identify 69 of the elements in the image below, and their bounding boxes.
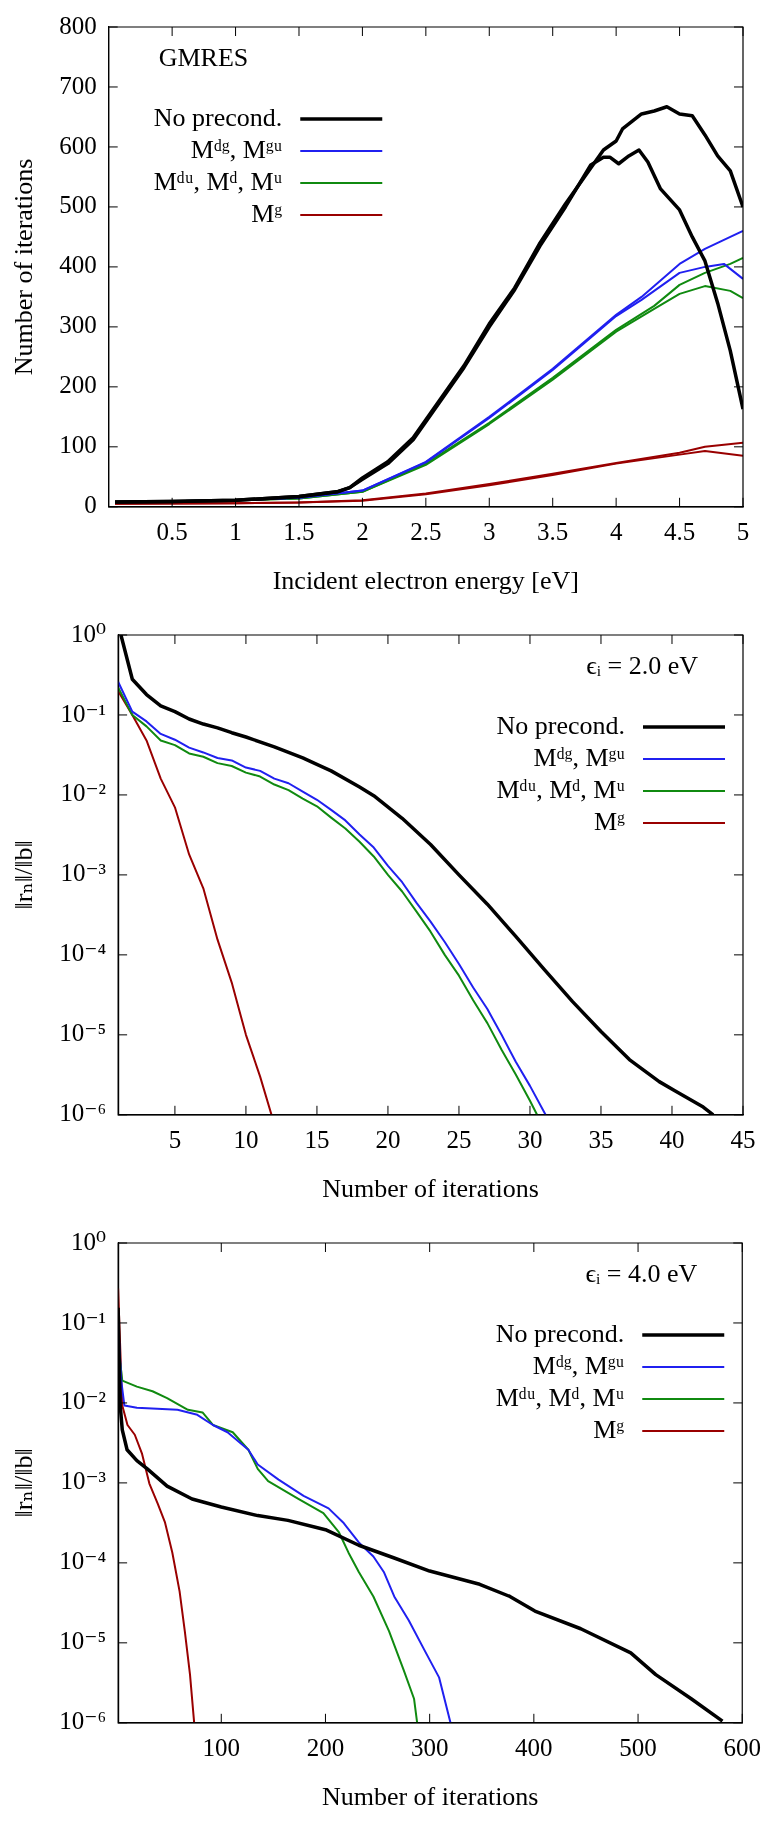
- y-tick-label: 500: [59, 191, 97, 219]
- annotation: ϵᵢ = 2.0 eV: [586, 650, 699, 680]
- y-tick-label: 0: [84, 491, 97, 519]
- legend-label: Mᵈᵍ, Mᵍᵘ: [190, 134, 283, 164]
- x-tick-label: 20: [375, 1126, 401, 1154]
- y-tick-label: 10⁻²: [60, 1387, 107, 1415]
- x-tick-label: 1.5: [283, 518, 315, 546]
- y-tick-label: 10⁻¹: [60, 1307, 107, 1335]
- x-axis-title: Number of iterations: [322, 1174, 539, 1204]
- legend-label: Mᵍ: [251, 198, 283, 228]
- x-tick-label: 10: [233, 1126, 259, 1154]
- legend-label: Mᵍ: [593, 1414, 625, 1444]
- legend-label: Mᵈᵍ, Mᵍᵘ: [532, 1350, 625, 1380]
- y-axis-title: ‖rₙ‖/‖b‖: [9, 1448, 39, 1518]
- legend-label: No precond.: [496, 710, 625, 740]
- legend-label: No precond.: [495, 1318, 625, 1348]
- x-tick-label: 40: [659, 1126, 685, 1154]
- y-tick-label: 10⁰: [71, 619, 107, 647]
- y-tick-label: 600: [59, 131, 97, 159]
- y-tick-label: 100: [59, 431, 97, 459]
- legend-label: Mᵈᵘ, Mᵈ, Mᵘ: [496, 774, 625, 804]
- y-tick-label: 10⁻³: [60, 1467, 107, 1495]
- annotation: ϵᵢ = 4.0 eV: [585, 1258, 698, 1288]
- x-tick-label: 15: [304, 1126, 330, 1154]
- y-tick-label: 10⁻⁵: [59, 1019, 107, 1047]
- x-tick-label: 35: [588, 1126, 614, 1154]
- x-tick-label: 400: [515, 1734, 553, 1762]
- x-tick-label: 4.5: [663, 518, 696, 546]
- y-tick-label: 10⁻²: [60, 779, 107, 807]
- y-tick-label: 10⁻⁵: [59, 1627, 107, 1655]
- x-tick-label: 2.5: [410, 518, 442, 546]
- legend-label: Mᵈᵘ, Mᵈ, Mᵘ: [153, 166, 283, 196]
- x-axis-title: Number of iterations: [321, 1782, 539, 1812]
- y-tick-label: 10⁻⁴: [59, 1547, 107, 1575]
- legend-label: Mᵈᵘ, Mᵈ, Mᵘ: [495, 1382, 625, 1412]
- x-tick-label: 2: [356, 518, 369, 546]
- x-tick-label: 45: [730, 1126, 756, 1154]
- y-tick-label: 10⁻⁴: [59, 939, 107, 967]
- y-tick-label: 10⁻⁶: [59, 1099, 107, 1127]
- legend-label: Mᵍ: [594, 806, 626, 836]
- y-tick-label: 10⁻³: [60, 859, 107, 887]
- x-tick-label: 25: [446, 1126, 472, 1154]
- y-tick-label: 10⁻⁶: [59, 1707, 107, 1735]
- x-tick-label: 300: [410, 1734, 449, 1762]
- y-tick-label: 200: [59, 371, 97, 399]
- y-tick-label: 800: [59, 11, 97, 39]
- x-tick-label: 3.5: [537, 518, 569, 546]
- legend-label: No precond.: [153, 102, 283, 132]
- x-tick-label: 600: [723, 1734, 761, 1762]
- y-tick-label: 400: [59, 251, 97, 279]
- y-tick-label: 300: [59, 311, 97, 339]
- annotation: GMRES: [158, 42, 249, 72]
- x-tick-label: 200: [306, 1734, 345, 1762]
- x-tick-label: 5: [168, 1126, 182, 1154]
- y-tick-label: 10⁰: [71, 1227, 107, 1255]
- x-tick-label: 5: [736, 518, 750, 546]
- x-tick-label: 500: [619, 1734, 657, 1762]
- x-tick-label: 0.5: [156, 518, 188, 546]
- y-axis-title: Number of iterations: [9, 158, 39, 376]
- x-tick-label: 3: [483, 518, 496, 546]
- x-tick-label: 4: [609, 518, 623, 546]
- legend-label: Mᵈᵍ, Mᵍᵘ: [533, 742, 625, 772]
- x-tick-label: 1: [229, 518, 242, 546]
- x-tick-label: 100: [202, 1734, 241, 1762]
- y-tick-label: 700: [59, 71, 97, 99]
- y-tick-label: 10⁻¹: [60, 699, 107, 727]
- x-axis-title: Incident electron energy [eV]: [272, 566, 580, 596]
- x-tick-label: 30: [517, 1126, 543, 1154]
- y-axis-title: ‖rₙ‖/‖b‖: [9, 840, 39, 910]
